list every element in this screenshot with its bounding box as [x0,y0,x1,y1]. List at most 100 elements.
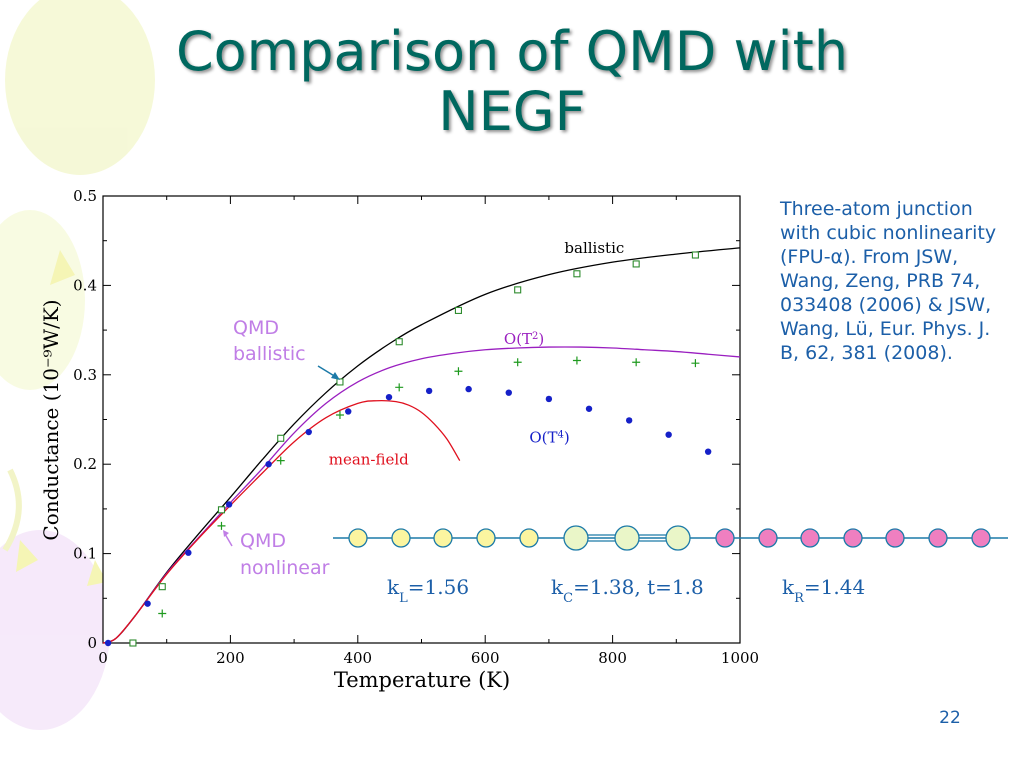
chain-atom [971,528,991,548]
x-tick-label: 0 [98,649,108,667]
marker-plus [395,383,404,392]
marker-plus [572,356,581,365]
marker-square [691,251,699,259]
label-kr: kR=1.44 [782,575,865,606]
marker-dot [345,408,352,415]
arrow-head-qmd-nonlinear [223,530,229,537]
marker-dot [425,387,433,395]
marker-dot [585,405,593,412]
marker-dot [265,461,272,468]
marker-dot [625,417,633,424]
annotation-qmd-nonlinear-line2: nonlinear [240,557,330,579]
label-o-t2: O(T2) [504,330,544,348]
label-o-t4: O(T4) [529,428,569,446]
marker-square [573,270,581,278]
arrow-head-qmd-ballistic [331,372,340,380]
confetti-triangle [16,540,38,572]
axis-ticks: 0 200 400 600 800 1000 0 0.1 0.2 0.3 0.4 0.5 [73,187,759,667]
label-mean-field: mean-field [329,451,409,469]
chain-atoms [348,525,991,551]
series-line-2 [102,399,461,644]
annotation-qmd-ballistic-line2: ballistic [233,343,306,365]
marker-plus [632,358,641,367]
x-axis-label: Temperature (K) [334,668,510,692]
marker-plus [158,609,167,618]
marker-dot [704,448,712,455]
slide-title-line1: Comparison of QMD with [175,20,849,83]
confetti-triangle [87,560,107,586]
chain-atom [348,528,368,548]
series-markers [104,251,712,647]
annotation-qmd-nonlinear-line1: QMD [240,530,286,552]
series-lines [102,247,741,644]
marker-dot [104,639,112,647]
annotation-qmd-ballistic-line1: QMD [233,317,279,339]
y-axis-label: Conductance (10⁻⁹W/K) [39,299,63,540]
balloon-yellow-top [5,0,155,175]
marker-square [395,338,403,346]
x-tick-label: 600 [471,649,500,667]
marker-square [632,260,640,268]
marker-plus [276,456,285,465]
arrow-qmd-nonlinear [224,533,233,547]
label-kl: kL=1.56 [387,575,469,606]
chain-atom [885,528,905,548]
marker-plus [454,367,463,376]
marker-dot [305,428,312,436]
marker-dot [225,501,233,508]
y-tick-label: 0 [87,634,97,652]
chain-atom [433,528,453,548]
marker-square [129,639,137,647]
chain-atom [758,528,778,548]
slide-number: 22 [939,708,961,728]
marker-plus [335,411,344,420]
y-tick-label: 0.2 [73,455,97,473]
marker-dot [385,393,393,401]
marker-plus [691,359,700,368]
marker-plus [513,358,522,367]
chain-atom [519,528,539,548]
chain-atom [476,528,496,548]
chain-atom [715,528,735,548]
marker-square [158,583,166,591]
chain-atom [665,525,691,551]
x-tick-label: 200 [216,649,245,667]
x-tick-label: 800 [598,649,627,667]
balloon-purple [0,530,110,730]
y-tick-label: 0.1 [73,545,97,563]
confetti-triangle [50,250,75,285]
atom-chain [333,525,1008,551]
label-kc: kC=1.38, t=1.8 [551,575,704,606]
balloon-string [2,468,22,552]
description-note: Three-atom junction with cubic nonlinear… [780,198,997,364]
slide-title-line2: NEGF [438,80,586,143]
marker-dot [144,600,151,607]
balloon-yellow-mid [0,210,85,390]
plot-frame [102,195,741,644]
marker-dot [545,395,553,403]
marker-plus [217,521,226,530]
marker-dot [665,431,672,438]
x-tick-label: 1000 [721,649,759,667]
chain-atom [843,528,863,548]
marker-square [277,434,285,442]
x-tick-label: 400 [343,649,372,667]
marker-dot [465,385,472,393]
y-tick-label: 0.5 [73,187,97,205]
label-ballistic: ballistic [564,239,624,257]
marker-dot [505,389,512,396]
marker-square [217,506,226,514]
y-tick-label: 0.4 [73,276,97,294]
marker-dot [185,549,192,556]
y-tick-label: 0.3 [73,366,97,384]
chain-atom [391,528,411,548]
marker-square [454,306,462,314]
chain-atom [563,525,589,551]
marker-square [336,378,344,386]
marker-square [514,286,522,294]
chain-atom [928,528,948,548]
chain-atom [800,528,820,548]
chain-atom [614,525,640,551]
